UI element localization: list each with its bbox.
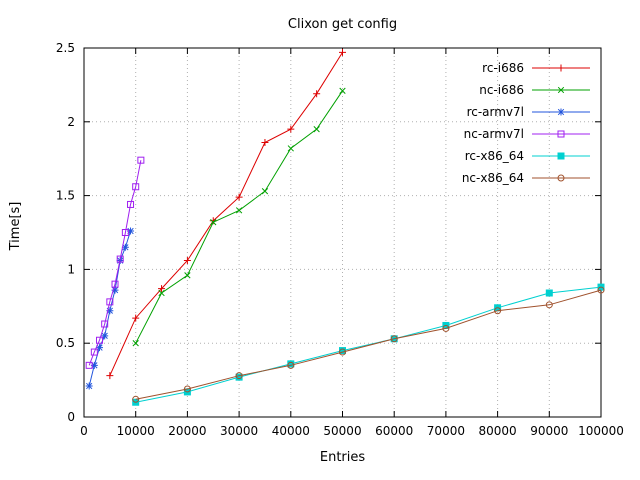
- series-marker-rc-i686: [235, 193, 243, 201]
- y-tick-label: 1.5: [56, 189, 75, 203]
- series-marker-nc-i686: [287, 145, 294, 152]
- x-tick-label: 10000: [117, 424, 155, 438]
- series-marker-rc-armv7l: [127, 227, 135, 235]
- series-marker-rc-i686: [261, 138, 269, 146]
- series-marker-nc-armv7l: [137, 156, 145, 164]
- series-marker-nc-i686: [261, 188, 269, 195]
- series-line-nc-armv7l: [88, 160, 142, 366]
- series-marker-nc-armv7l: [106, 298, 114, 306]
- series-marker-nc-armv7l: [132, 183, 140, 191]
- x-tick-label: 100000: [578, 424, 624, 438]
- legend-marker-nc-x86_64: [557, 174, 565, 182]
- series-marker-rc-armv7l: [111, 286, 119, 294]
- series-marker-rc-armv7l: [96, 344, 104, 352]
- legend-label-nc-i686: nc-i686: [479, 83, 524, 97]
- legend-label-rc-armv7l: rc-armv7l: [467, 105, 524, 119]
- series-marker-rc-i686: [106, 372, 114, 380]
- series-line-rc-i686: [109, 52, 343, 376]
- series-marker-nc-x86_64: [287, 361, 295, 369]
- series-marker-nc-armv7l: [101, 320, 109, 328]
- series-marker-nc-x86_64: [494, 307, 502, 315]
- series-marker-nc-x86_64: [390, 335, 398, 343]
- series-marker-nc-armv7l: [121, 229, 129, 236]
- series-marker-rc-i686: [339, 48, 346, 56]
- series-marker-nc-x86_64: [132, 395, 140, 403]
- series-marker-nc-armv7l: [111, 280, 119, 288]
- legend-marker-rc-i686: [557, 64, 565, 72]
- plot-border: [83, 47, 602, 418]
- series-marker-nc-i686: [210, 219, 217, 226]
- x-tick-label: 70000: [427, 424, 465, 438]
- legend-marker-nc-armv7l: [557, 130, 565, 138]
- series-marker-nc-x86_64: [545, 301, 553, 309]
- series-marker-nc-armv7l: [116, 255, 124, 263]
- series-marker-rc-i686: [313, 90, 321, 98]
- legend-label-nc-x86_64: nc-x86_64: [462, 171, 524, 185]
- series-marker-rc-x86_64: [287, 360, 295, 368]
- y-tick-label: 2.5: [56, 41, 75, 55]
- y-tick-label: 0: [67, 410, 75, 424]
- series-marker-rc-x86_64: [339, 347, 346, 355]
- series-marker-rc-x86_64: [235, 373, 243, 381]
- y-tick-label: 0.5: [56, 336, 75, 350]
- chart-title: Clixon get config: [287, 17, 398, 32]
- series-line-rc-x86_64: [135, 286, 602, 403]
- legend-marker-rc-armv7l: [557, 108, 565, 116]
- series-marker-nc-x86_64: [442, 324, 450, 332]
- series-marker-nc-i686: [339, 87, 346, 94]
- series-marker-nc-armv7l: [96, 336, 104, 344]
- series-marker-nc-armv7l: [90, 348, 98, 356]
- series-marker-nc-x86_64: [339, 348, 346, 356]
- series-marker-nc-i686: [132, 340, 139, 347]
- legend-marker-nc-i686: [557, 86, 565, 94]
- series-marker-nc-armv7l: [85, 361, 93, 369]
- y-tick-label: 2: [67, 115, 75, 129]
- x-tick-label: 0: [80, 424, 88, 438]
- x-axis-label: Entries: [319, 450, 366, 465]
- x-tick-label: 90000: [530, 424, 568, 438]
- series-marker-nc-x86_64: [597, 286, 605, 294]
- legend-label-rc-x86_64: rc-x86_64: [465, 149, 524, 163]
- y-tick-label: 1: [67, 262, 75, 276]
- x-tick-label: 20000: [168, 424, 206, 438]
- legend-label-rc-i686: rc-i686: [482, 61, 524, 75]
- series-marker-nc-i686: [158, 289, 165, 297]
- series-line-nc-x86_64: [135, 289, 602, 400]
- series-marker-nc-i686: [313, 126, 320, 133]
- series-marker-rc-i686: [158, 285, 166, 293]
- series-marker-rc-armv7l: [85, 382, 93, 390]
- series-marker-rc-armv7l: [106, 307, 114, 315]
- series-marker-rc-armv7l: [90, 361, 98, 369]
- series-marker-rc-i686: [183, 257, 191, 265]
- series-marker-nc-armv7l: [127, 200, 135, 208]
- legend-marker-rc-x86_64: [557, 152, 565, 160]
- series-marker-rc-x86_64: [545, 289, 553, 297]
- series-marker-rc-armv7l: [101, 332, 109, 340]
- x-tick-label: 30000: [220, 424, 258, 438]
- series-marker-nc-x86_64: [183, 385, 191, 393]
- series-marker-rc-i686: [132, 314, 140, 322]
- y-axis-label: Time[s]: [8, 201, 23, 251]
- legend-label-nc-armv7l: nc-armv7l: [464, 127, 524, 141]
- series-marker-nc-x86_64: [235, 372, 243, 380]
- series-marker-rc-armv7l: [121, 243, 129, 251]
- x-tick-label: 40000: [272, 424, 310, 438]
- x-tick-label: 50000: [323, 424, 361, 438]
- x-tick-label: 80000: [479, 424, 517, 438]
- series-marker-nc-i686: [184, 272, 191, 279]
- series-marker-rc-i686: [287, 125, 295, 133]
- x-tick-label: 60000: [375, 424, 413, 438]
- series-marker-nc-i686: [235, 207, 243, 214]
